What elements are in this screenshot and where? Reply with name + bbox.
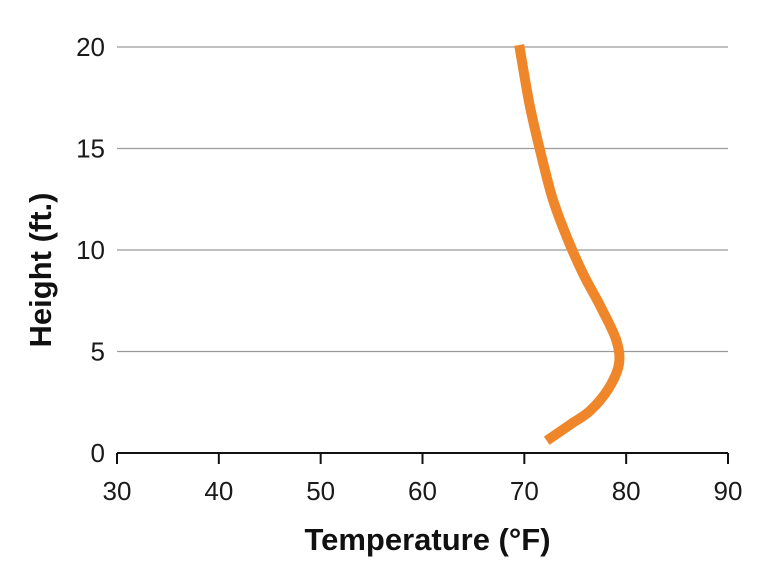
x-tick-label: 90 [714, 476, 743, 506]
y-axis-ticks: 0 5 10 15 20 [76, 32, 105, 468]
y-tick-label: 5 [91, 337, 105, 367]
y-axis-title: Height (ft.) [23, 193, 58, 348]
x-tick-label: 40 [204, 476, 233, 506]
grid-lines [117, 46, 728, 353]
series-group [514, 44, 625, 445]
x-axis-title: Temperature (°F) [304, 522, 550, 557]
x-axis-ticks: 30 40 50 60 70 80 90 [103, 453, 743, 506]
x-tick-label: 70 [510, 476, 539, 506]
x-tick-label: 80 [612, 476, 641, 506]
y-tick-label: 15 [76, 134, 105, 164]
x-tick-label: 30 [103, 476, 132, 506]
y-tick-label: 20 [76, 32, 105, 62]
x-tick-label: 60 [408, 476, 437, 506]
x-tick-label: 50 [306, 476, 335, 506]
y-tick-label: 0 [91, 438, 105, 468]
y-tick-label: 10 [76, 235, 105, 265]
temperature-profile-line [514, 44, 625, 445]
